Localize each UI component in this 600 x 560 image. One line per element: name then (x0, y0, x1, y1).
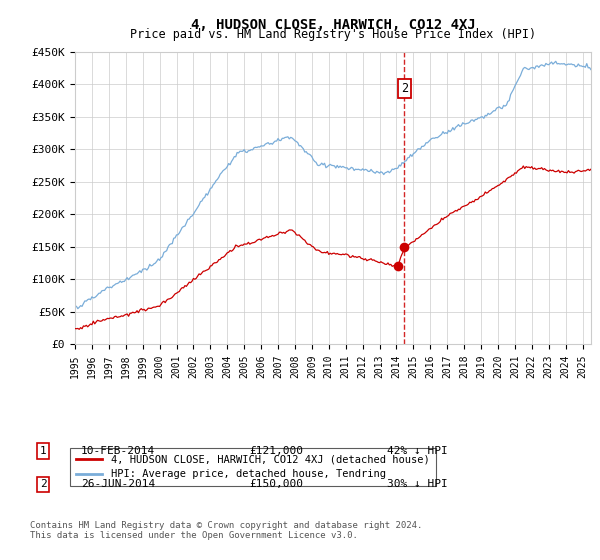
Text: 2: 2 (401, 82, 408, 95)
Text: 1: 1 (40, 446, 47, 456)
Text: £121,000: £121,000 (249, 446, 303, 456)
Text: 42% ↓ HPI: 42% ↓ HPI (387, 446, 448, 456)
Text: 2: 2 (40, 479, 47, 489)
Text: Contains HM Land Registry data © Crown copyright and database right 2024.
This d: Contains HM Land Registry data © Crown c… (30, 521, 422, 540)
Text: 4, HUDSON CLOSE, HARWICH, CO12 4XJ: 4, HUDSON CLOSE, HARWICH, CO12 4XJ (191, 18, 475, 32)
Text: 10-FEB-2014: 10-FEB-2014 (81, 446, 155, 456)
Text: Price paid vs. HM Land Registry's House Price Index (HPI): Price paid vs. HM Land Registry's House … (130, 28, 536, 41)
Legend: 4, HUDSON CLOSE, HARWICH, CO12 4XJ (detached house), HPI: Average price, detache: 4, HUDSON CLOSE, HARWICH, CO12 4XJ (deta… (70, 448, 436, 486)
Text: 30% ↓ HPI: 30% ↓ HPI (387, 479, 448, 489)
Text: £150,000: £150,000 (249, 479, 303, 489)
Text: 26-JUN-2014: 26-JUN-2014 (81, 479, 155, 489)
